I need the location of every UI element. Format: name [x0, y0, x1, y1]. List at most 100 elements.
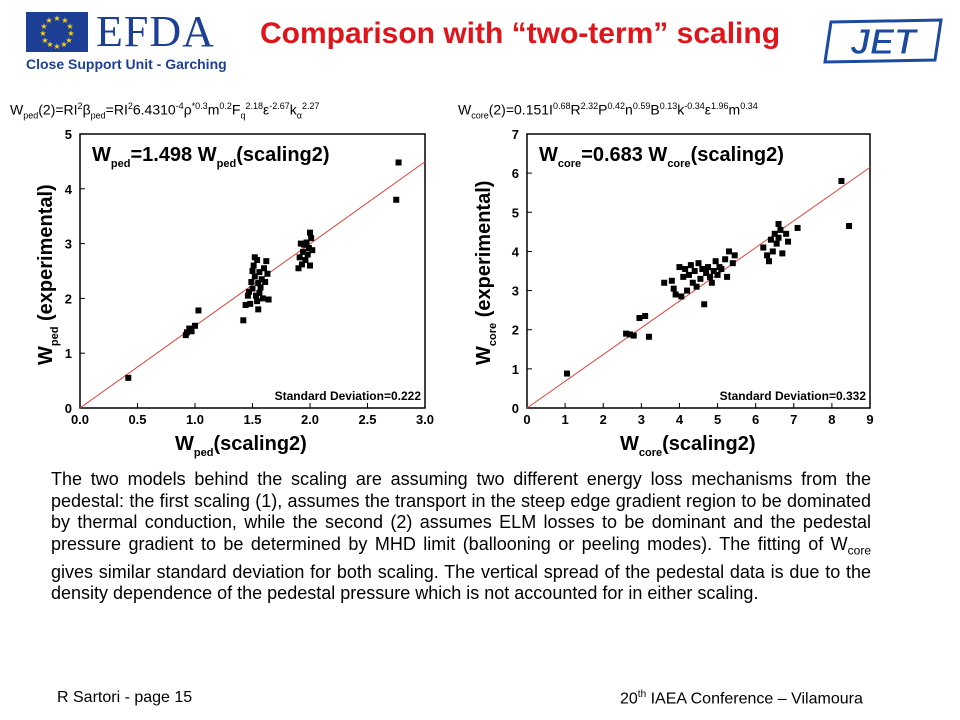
data-point [642, 313, 649, 320]
x-tick-label: 3.0 [416, 412, 434, 427]
data-point [254, 298, 261, 305]
y-tick-label: 0 [512, 401, 519, 416]
data-point [775, 234, 782, 241]
data-point [684, 287, 691, 294]
data-point [687, 262, 694, 269]
svg-text:★: ★ [61, 16, 68, 25]
data-point [685, 271, 692, 278]
data-point [242, 301, 249, 308]
data-point [693, 283, 700, 290]
efda-logo-text: EFDA [96, 7, 215, 56]
x-axis-label: Wped(scaling2) [175, 433, 307, 459]
data-point [682, 266, 689, 273]
data-point [676, 264, 683, 271]
data-point [708, 279, 715, 286]
data-point [258, 276, 265, 283]
data-point [771, 230, 778, 237]
chart-core: 0 1 2 3 4 5 6 7 8 9 0 1 2 3 4 5 6 7 Wcore=0.683 Wcore(scal… [473, 127, 874, 459]
data-point [718, 266, 725, 273]
x-tick-label: 0 [523, 412, 530, 427]
y-tick-label: 1 [512, 362, 519, 377]
y-tick-label: 2 [65, 291, 72, 306]
svg-text:★: ★ [60, 40, 67, 49]
plot-frame [526, 133, 871, 409]
data-point [252, 292, 259, 299]
data-point [769, 248, 776, 255]
data-point [249, 285, 256, 292]
x-tick-label: 1 [561, 412, 568, 427]
y-tick-label: 7 [512, 127, 519, 142]
x-tick-label: 4 [676, 412, 684, 427]
data-point [645, 333, 652, 340]
y-tick-label: 5 [65, 127, 72, 142]
data-point [630, 332, 637, 339]
jet-logo: JET [823, 14, 945, 66]
data-point [264, 270, 271, 277]
data-point [672, 291, 679, 298]
y-tick-label: 5 [512, 205, 519, 220]
data-point [254, 257, 261, 264]
std-deviation-label: Standard Deviation=0.222 [275, 389, 422, 403]
data-point [680, 273, 687, 280]
data-point [722, 256, 729, 263]
std-deviation-label: Standard Deviation=0.332 [720, 389, 867, 403]
x-tick-label: 1.0 [186, 412, 204, 427]
data-point [773, 240, 780, 247]
data-point [697, 275, 704, 282]
data-point [689, 279, 696, 286]
data-point [395, 159, 402, 166]
jet-logo-text: JET [850, 21, 919, 62]
data-point [779, 250, 786, 257]
data-point [255, 306, 262, 313]
data-point [775, 221, 782, 228]
data-point [705, 264, 712, 271]
data-point [714, 271, 721, 278]
data-point [767, 236, 774, 243]
x-tick-label: 2 [600, 412, 607, 427]
data-point [257, 284, 264, 291]
data-point [250, 262, 257, 269]
data-point [309, 247, 316, 254]
data-point [661, 279, 668, 286]
data-point [766, 258, 773, 265]
x-tick-label: 5 [714, 412, 721, 427]
data-point [699, 266, 706, 273]
data-point [304, 251, 311, 258]
x-tick-label: 6 [752, 412, 759, 427]
data-point [249, 268, 256, 274]
x-tick-label: 1.5 [243, 412, 261, 427]
data-point [255, 280, 262, 287]
data-point [256, 269, 263, 276]
y-axis-label: Wcore (experimental) [473, 181, 499, 365]
formula-core: Wcore(2)=0.151I0.68R2.32P0.42n0.59B0.13k… [458, 101, 758, 121]
y-tick-label: 1 [65, 346, 72, 361]
data-point [246, 288, 253, 295]
formula-ped: Wped(2)=RI2βped=RI26.4310-4ρ*0.3m0.2Fq2.… [10, 101, 320, 121]
efda-logo-subtitle: Close Support Unit - Garching [26, 56, 227, 72]
svg-text:★: ★ [67, 29, 74, 38]
data-point [261, 265, 267, 272]
data-point [838, 177, 845, 184]
data-point [259, 295, 266, 302]
data-point [393, 196, 400, 203]
y-tick-label: 6 [512, 166, 519, 181]
data-point [125, 374, 132, 381]
data-point [305, 244, 312, 251]
x-tick-label: 2.0 [301, 412, 319, 427]
efda-logo: ★ ★ ★ ★ ★ ★ ★ ★ ★ ★ ★ ★ EFDA Close Support Unit … [20, 7, 260, 72]
data-point [712, 258, 719, 265]
svg-text:★: ★ [46, 40, 53, 49]
fit-annotation: Wped=1.498 Wped(scaling2) [92, 144, 330, 170]
y-tick-label: 2 [512, 323, 519, 338]
data-point [724, 273, 731, 280]
data-point [691, 268, 698, 274]
x-tick-label: 9 [866, 412, 873, 427]
data-point [263, 258, 270, 265]
x-tick-label: 3 [638, 412, 645, 427]
x-tick-label: 0.5 [128, 412, 146, 427]
data-point [725, 248, 732, 255]
data-point [308, 235, 315, 242]
data-point [240, 317, 247, 324]
data-point [785, 238, 792, 245]
x-tick-label: 7 [790, 412, 797, 427]
